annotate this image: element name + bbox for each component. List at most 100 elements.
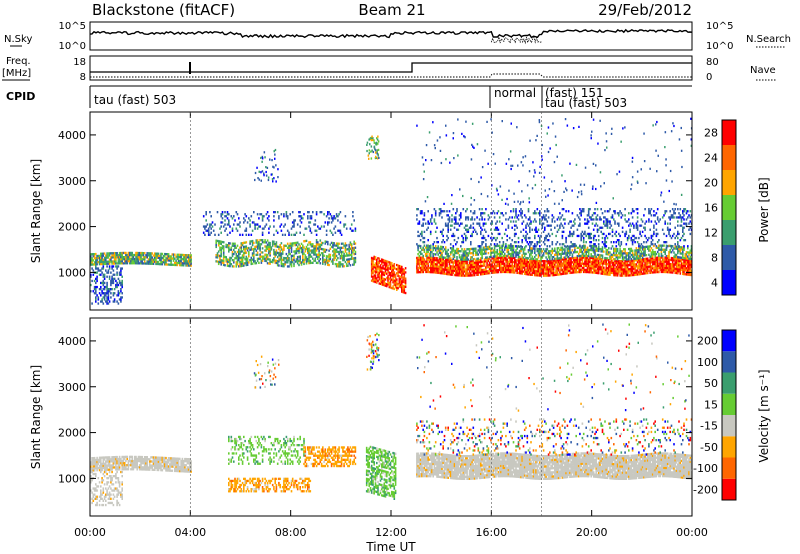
power-cell [266, 245, 269, 248]
power-cell [280, 213, 283, 216]
power-cell [298, 259, 300, 263]
power-cell [261, 233, 264, 236]
power-cell [626, 254, 629, 257]
power-cell [545, 272, 547, 275]
power-cell [641, 254, 644, 257]
power-cell [249, 259, 251, 262]
power-cell [322, 252, 324, 255]
power-cell [439, 245, 442, 248]
power-cell [451, 234, 453, 238]
power-cell [254, 245, 256, 248]
power-cell [604, 256, 606, 260]
power-cell [433, 208, 436, 211]
power-cell [606, 253, 609, 256]
power-cell [327, 240, 329, 244]
power-cell [253, 221, 255, 224]
power-cell [596, 224, 599, 227]
power-cell [480, 214, 482, 217]
power-cell [585, 256, 587, 259]
power-cell [591, 263, 594, 266]
power-cell [276, 251, 279, 254]
power-cell [234, 219, 236, 222]
power-cell [594, 267, 596, 270]
power-cell [446, 250, 448, 253]
power-cell [580, 212, 582, 215]
nave-label: Nave [750, 65, 776, 76]
power-cell [229, 242, 231, 245]
power-cell [465, 234, 467, 238]
power-cell [501, 252, 503, 255]
power-cell [587, 248, 590, 252]
power-cell [176, 261, 179, 265]
power-cell [169, 255, 171, 258]
power-cell [512, 253, 515, 256]
power-cell [625, 262, 628, 265]
power-cell [518, 265, 521, 269]
power-cell [615, 272, 618, 275]
power-cell [461, 272, 463, 275]
power-cell [381, 283, 383, 286]
power-cell [308, 251, 310, 254]
power-cell [399, 267, 402, 270]
power-cell [635, 249, 638, 252]
power-cell [439, 210, 442, 213]
power-cell [456, 208, 458, 211]
power-cell [609, 265, 611, 268]
power-cell [462, 268, 465, 271]
power-cell [294, 244, 296, 247]
power-cell [507, 226, 510, 229]
power-cell [309, 261, 312, 265]
power-cell [604, 243, 606, 246]
power-cell [314, 249, 317, 252]
power-cell [285, 259, 288, 262]
power-cell [244, 241, 246, 244]
power-cell [594, 251, 596, 254]
power-cell [122, 258, 125, 261]
power-cell [308, 211, 310, 214]
power-cell [419, 258, 422, 261]
power-cell [284, 261, 286, 264]
power-cell [470, 243, 472, 246]
power-cell [526, 266, 529, 270]
power-cell [418, 222, 421, 225]
power-cell [582, 252, 585, 255]
power-cell [547, 224, 550, 227]
power-cell [273, 253, 275, 256]
power-cell [427, 256, 429, 259]
power-cell [603, 268, 605, 271]
power-cell [620, 268, 623, 271]
power-cell [490, 222, 492, 225]
power-cell [669, 251, 671, 254]
power-cell [591, 249, 594, 252]
power-cell [592, 234, 595, 238]
power-cell [344, 248, 347, 251]
power-cell [557, 261, 560, 264]
power-cell [656, 268, 659, 272]
power-cell [584, 262, 586, 265]
power-cell [265, 241, 268, 244]
power-cell [651, 271, 654, 274]
power-cell [105, 292, 107, 295]
power-cell [148, 254, 151, 257]
power-cell [466, 248, 468, 251]
power-cell [106, 281, 108, 285]
power-cell [529, 263, 531, 266]
power-cell [404, 285, 407, 288]
power-cell [675, 271, 678, 275]
power-cell [322, 260, 324, 263]
power-cell [470, 224, 472, 227]
power-cell [639, 246, 641, 249]
power-cell [429, 264, 432, 268]
power-cell [581, 250, 584, 253]
power-cell [466, 264, 468, 267]
power-cell [115, 265, 117, 268]
power-cell [670, 271, 673, 274]
power-cell [446, 252, 448, 255]
power-cell [502, 260, 505, 263]
power-cell [273, 240, 275, 243]
power-cell [591, 255, 594, 258]
power-cell [457, 270, 460, 273]
power-cell [544, 239, 546, 242]
power-cell [403, 279, 406, 282]
power-cell [378, 278, 381, 281]
